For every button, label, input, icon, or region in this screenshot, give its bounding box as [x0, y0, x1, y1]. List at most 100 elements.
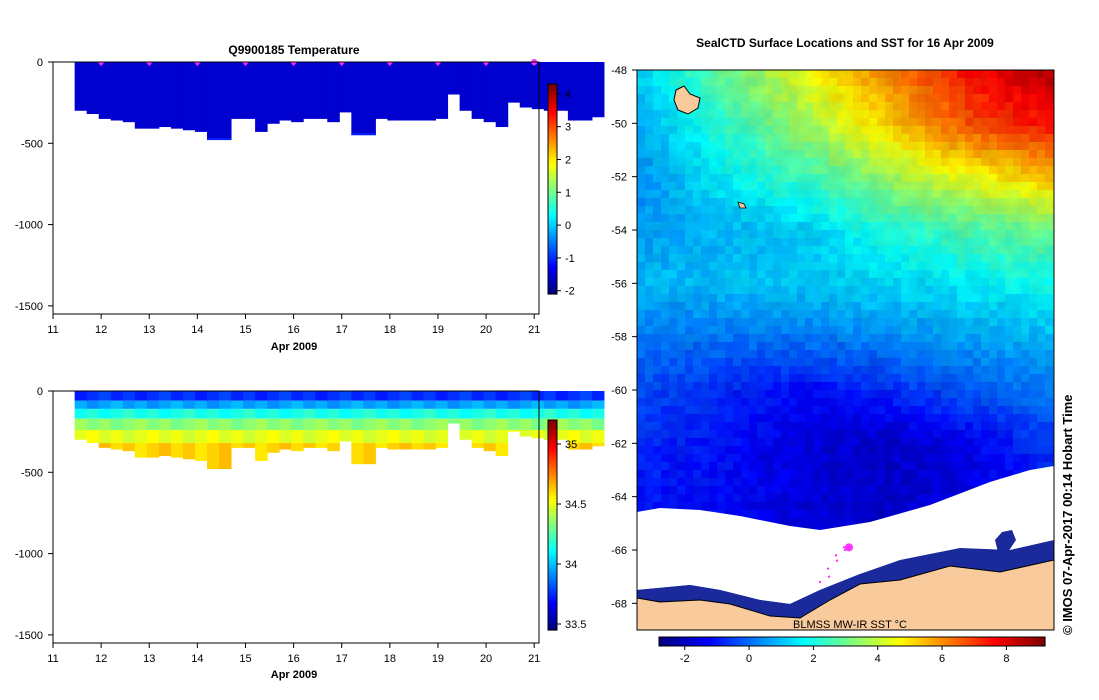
salinity-cell [182, 418, 196, 431]
salinity-cell [579, 430, 593, 444]
salinity-cell [243, 418, 256, 431]
salinity-cell [387, 418, 400, 431]
colorbar-segment [548, 475, 557, 480]
temperature-cell [399, 62, 412, 121]
salinity-cell [399, 430, 412, 444]
colorbar-segment [548, 277, 557, 282]
salinity-cell [255, 418, 268, 431]
salinity-cell [303, 408, 316, 419]
sst-colorbar-segment [992, 637, 998, 646]
temperature-cell [86, 62, 100, 115]
sst-colorbar-segment [940, 637, 946, 646]
colorbar-segment [548, 166, 557, 170]
colorbar-tick-label: 4 [565, 89, 571, 101]
colorbar-segment [548, 449, 557, 454]
sst-colorbar-segment [767, 637, 773, 646]
seal-track-point [842, 546, 846, 549]
salinity-cell [423, 408, 437, 419]
island-heard [737, 201, 747, 209]
salinity-cell [507, 430, 521, 432]
x-tick-label: 17 [336, 324, 348, 336]
salinity-cell [303, 418, 316, 431]
salinity-cell [567, 418, 581, 431]
salinity-cell [435, 408, 449, 419]
salinity-cell [134, 408, 148, 419]
colorbar-segment [548, 521, 557, 526]
sst-colorbar-tick-label: 0 [746, 653, 752, 665]
salinity-cell [98, 443, 112, 448]
temperature-cell [74, 62, 88, 111]
salinity-cell [206, 430, 220, 444]
sst-colorbar-segment [1004, 637, 1010, 646]
y-tick-label: 0 [37, 386, 43, 398]
colorbar-segment [548, 459, 557, 464]
colorbar-segment [548, 462, 557, 467]
salinity-cell [567, 400, 581, 409]
sst-colorbar-segment [779, 637, 785, 646]
y-tick-label: 0 [37, 57, 43, 69]
salinity-cell [495, 443, 509, 457]
salinity-cell [146, 408, 160, 419]
sst-colorbar-segment [852, 637, 857, 646]
salinity-cell [375, 430, 388, 444]
sst-colorbar-segment [896, 637, 901, 646]
colorbar-segment [548, 616, 557, 621]
lat-tick-label: -50 [611, 118, 627, 130]
seal-track-point [827, 575, 831, 578]
lat-tick-label: -60 [611, 385, 627, 397]
salinity-cell [507, 408, 521, 419]
salinity-cell [182, 408, 196, 419]
sst-colorbar-segment [868, 637, 873, 646]
salinity-cell [86, 400, 100, 409]
salinity-cell [279, 391, 292, 401]
colorbar-frame [547, 419, 558, 631]
colorbar-segment [548, 244, 557, 249]
profile-marker [338, 62, 345, 66]
salinity-cell [375, 400, 388, 409]
salinity-cell [291, 391, 304, 401]
sst-colorbar-segment [795, 637, 801, 646]
colorbar-segment [548, 225, 557, 229]
colorbar-segment [548, 564, 557, 569]
salinity-cell [86, 430, 100, 444]
salinity-cell [495, 400, 509, 409]
salinity-cell [243, 430, 256, 444]
salinity-cell [303, 443, 316, 448]
salinity-cell [567, 391, 581, 401]
salinity-cell [267, 430, 280, 444]
sst-colorbar-segment [892, 637, 897, 646]
salinity-cell [134, 400, 148, 409]
colorbar-segment [548, 597, 557, 602]
colorbar-segment [548, 156, 557, 161]
sst-colorbar-segment [980, 637, 986, 646]
salinity-cell [363, 443, 376, 465]
salinity-cell [399, 443, 412, 450]
profile-marker [98, 62, 105, 66]
salinity-y-axis: 0 -500 -1000 -1500 [15, 386, 53, 642]
temperature-cell [579, 62, 593, 121]
sst-colorbar-segment [996, 637, 1002, 646]
salinity-cell [267, 418, 280, 431]
salinity-cell [375, 391, 388, 401]
colorbar-tick-label: 35 [565, 439, 577, 451]
salinity-cell [194, 430, 208, 444]
x-tick-label: 11 [47, 324, 58, 336]
salinity-cell [471, 430, 485, 444]
sst-colorbar-frame [658, 636, 1046, 647]
x-tick-label: 15 [239, 653, 251, 665]
salinity-cell [255, 443, 268, 461]
salinity-cell [194, 443, 208, 461]
temperature-cell [555, 62, 569, 111]
colorbar-segment [548, 551, 557, 556]
temperature-cell [158, 62, 172, 128]
salinity-cell [255, 408, 268, 419]
colorbar-segment [548, 623, 557, 628]
sst-colorbar-segment [964, 637, 970, 646]
sst-colorbar-segment [856, 637, 861, 646]
sst-colorbar-segment [727, 637, 732, 646]
temperature-plot-area [74, 62, 605, 141]
temperature-cell [267, 62, 280, 124]
x-tick-label: 12 [95, 653, 107, 665]
profile-marker [434, 62, 441, 66]
sst-colorbar-segment [747, 637, 753, 646]
